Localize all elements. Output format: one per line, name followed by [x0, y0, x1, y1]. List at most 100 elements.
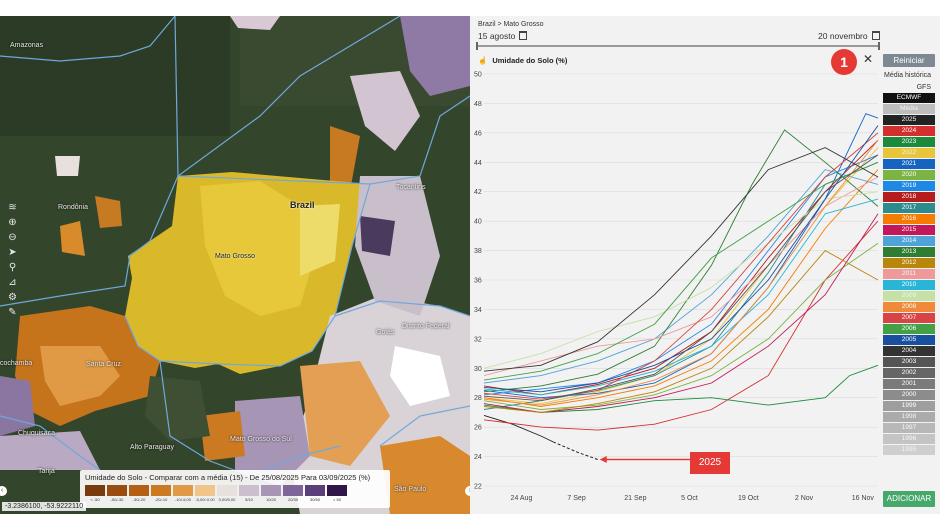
- reset-button[interactable]: Reiniciar: [883, 54, 935, 67]
- date-start-picker[interactable]: 15 agosto: [478, 31, 528, 41]
- map-region-purple-ms: [235, 396, 310, 486]
- draw-icon[interactable]: ✎: [8, 307, 17, 318]
- zoom-out-icon[interactable]: ⊖: [8, 232, 17, 243]
- map-border-5: [334, 300, 470, 317]
- series-toggle-2008[interactable]: 2008: [883, 302, 935, 312]
- breadcrumb[interactable]: Brazil > Mato Grosso: [478, 21, 544, 28]
- series-toggle-2014[interactable]: 2014: [883, 236, 935, 246]
- map-toolbar: ≋ ⊕ ⊖ ➤ ⚲ ⊿ ⚙ ✎: [4, 200, 21, 320]
- series-toggle-2005[interactable]: 2005: [883, 335, 935, 345]
- y-tick-label: 46: [474, 130, 482, 137]
- series-toggle-2018[interactable]: 2018: [883, 192, 935, 202]
- legend-swatch-label: 30/50: [309, 497, 320, 502]
- map-region-orange-rondonia-2: [95, 196, 122, 228]
- series-toggle-2022[interactable]: 2022: [883, 148, 935, 158]
- series-toggle-1996[interactable]: 1996: [883, 434, 935, 444]
- measure-icon[interactable]: ⊿: [8, 277, 17, 288]
- series-line-2025: [483, 414, 554, 443]
- date-range-handle-end[interactable]: [878, 42, 880, 50]
- map-region-light-ne: [350, 71, 420, 151]
- close-icon[interactable]: ✕: [863, 52, 874, 66]
- add-button[interactable]: ADICIONAR: [883, 491, 935, 507]
- series-toggle-1998[interactable]: 1998: [883, 412, 935, 422]
- search-icon[interactable]: ⚲: [8, 262, 17, 273]
- calendar-icon[interactable]: [871, 31, 880, 40]
- legend-swatch-label: -10/-5,00: [174, 497, 191, 502]
- series-toggle-2011[interactable]: 2011: [883, 269, 935, 279]
- map-region-pantanal: [145, 376, 210, 441]
- series-toggle-2019[interactable]: 2019: [883, 181, 935, 191]
- series-toggle-2017[interactable]: 2017: [883, 203, 935, 213]
- series-toggle-2013[interactable]: 2013: [883, 247, 935, 257]
- map-label-distrito-federal: Distrito Federal: [402, 323, 450, 330]
- y-tick-label: 32: [474, 336, 482, 343]
- map-region-orange-ms: [200, 411, 245, 461]
- series-list: Média histórica GFS ECMWF Média 2025 2024 20…: [883, 72, 935, 456]
- series-toggle-2020[interactable]: 2020: [883, 170, 935, 180]
- legend-swatch: [85, 485, 105, 496]
- y-tick-label: 24: [474, 454, 482, 461]
- series-toggle-2000[interactable]: 2000: [883, 390, 935, 400]
- map-region-mato-grosso-east: [300, 204, 340, 276]
- y-tick-label: 48: [474, 101, 482, 108]
- zoom-in-icon[interactable]: ⊕: [8, 217, 17, 228]
- series-toggle-média[interactable]: Média: [883, 104, 935, 114]
- map-border-8: [379, 405, 470, 447]
- date-range-handle-start[interactable]: [476, 42, 478, 50]
- series-toggle-ecmwf[interactable]: ECMWF: [883, 93, 935, 103]
- collapse-left-handle[interactable]: ‹: [0, 486, 7, 496]
- series-line-2009: [483, 191, 879, 369]
- y-tick-label: 30: [474, 366, 482, 373]
- legend-swatch-label: < -50: [90, 497, 100, 502]
- series-toggle-1995[interactable]: 1995: [883, 445, 935, 455]
- series-toggle-2001[interactable]: 2001: [883, 379, 935, 389]
- series-toggle-2003[interactable]: 2003: [883, 357, 935, 367]
- settings-icon[interactable]: ⚙: [8, 292, 17, 303]
- series-toggle-2004[interactable]: 2004: [883, 346, 935, 356]
- layers-icon[interactable]: ≋: [8, 202, 17, 213]
- series-toggle-2010[interactable]: 2010: [883, 280, 935, 290]
- series-line-2013: [483, 129, 879, 393]
- map-region-orange-w-light: [40, 346, 120, 406]
- legend-title: Umidade do Solo - Comparar com a média (…: [85, 473, 371, 482]
- map-border-1: [0, 16, 176, 62]
- date-range-slider[interactable]: [478, 45, 880, 47]
- calendar-icon[interactable]: [519, 31, 528, 40]
- series-toggle-2016[interactable]: 2016: [883, 214, 935, 224]
- series-line-2020: [483, 242, 879, 410]
- locate-icon[interactable]: ➤: [8, 247, 17, 258]
- map-border-2: [174, 16, 179, 177]
- series-toggle-2015[interactable]: 2015: [883, 225, 935, 235]
- x-tick-label: 16 Nov: [852, 495, 875, 502]
- legend-swatch: [173, 485, 193, 496]
- series-line-2007: [483, 132, 879, 400]
- legend-swatch: [283, 485, 303, 496]
- map-region-purple-w: [0, 376, 35, 436]
- series-toggle-2012[interactable]: 2012: [883, 258, 935, 268]
- series-toggle-1997[interactable]: 1997: [883, 423, 935, 433]
- series-toggle-1999[interactable]: 1999: [883, 401, 935, 411]
- series-toggle-2024[interactable]: 2024: [883, 126, 935, 136]
- date-end-picker[interactable]: 20 novembro: [818, 31, 880, 41]
- series-line-2022: [483, 147, 879, 405]
- series-toggle-2021[interactable]: 2021: [883, 159, 935, 169]
- soil-moisture-chart[interactable]: 22 24 26 28 30 32 34 36 38 40 42 44 46 48 50 24 Aug 7 Se…: [470, 16, 883, 514]
- app-frame: Amazonas Rondônia Brazil Mato Grosso San…: [0, 16, 940, 514]
- legend-swatch: [239, 485, 259, 496]
- map-canvas[interactable]: [0, 16, 470, 514]
- series-toggle-2006[interactable]: 2006: [883, 324, 935, 334]
- x-tick-label: 21 Sep: [624, 495, 646, 502]
- map-region-orange-sp: [380, 436, 470, 514]
- map-view[interactable]: Amazonas Rondônia Brazil Mato Grosso San…: [0, 16, 470, 514]
- series-toggle-2025[interactable]: 2025: [883, 115, 935, 125]
- series-toggle-2009[interactable]: 2009: [883, 291, 935, 301]
- y-tick-label: 40: [474, 219, 482, 226]
- series-toggle-2023[interactable]: 2023: [883, 137, 935, 147]
- series-toggle-2002[interactable]: 2002: [883, 368, 935, 378]
- map-label-chuquisaca: Chuquisaca: [18, 430, 55, 437]
- map-border-6: [159, 360, 341, 477]
- gfs-toggle[interactable]: GFS: [916, 84, 931, 91]
- y-tick-label: 50: [474, 72, 482, 79]
- collapse-right-handle[interactable]: ›: [465, 486, 470, 496]
- series-toggle-2007[interactable]: 2007: [883, 313, 935, 323]
